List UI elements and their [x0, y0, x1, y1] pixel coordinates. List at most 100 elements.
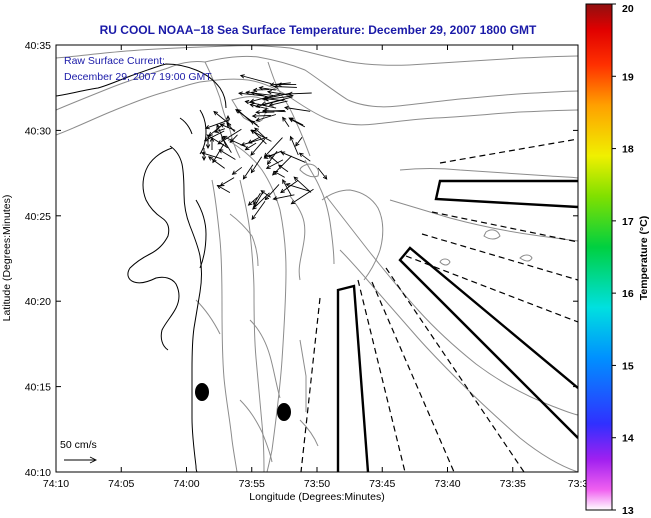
current-vector [264, 150, 283, 159]
current-vector-head [251, 129, 256, 134]
x-tick-label: 74:10 [43, 478, 69, 490]
current-vector-head [273, 170, 279, 176]
current-vector-head [221, 136, 226, 142]
current-vector [219, 149, 236, 160]
current-vector [207, 134, 229, 149]
current-vector-head [253, 200, 258, 205]
current-vector [212, 143, 225, 163]
current-vector [281, 151, 306, 163]
surface-current-vectors [200, 74, 328, 221]
current-vector-head [203, 137, 209, 142]
x-tick-label: 73:45 [369, 478, 395, 490]
current-vector-head [252, 87, 258, 93]
x-axis-label: Longitude (Degrees:Minutes) [249, 491, 384, 503]
current-vector-head [251, 215, 256, 221]
x-axis: 74:10 74:05 74:00 73:55 73:50 73:45 73:40 73:35… [43, 45, 589, 490]
current-vector-head [255, 110, 260, 115]
y-tick-label: 40:10 [25, 467, 51, 479]
colorbar-tick-label: 14 [622, 433, 634, 445]
radial-outlines [336, 179, 578, 472]
current-vector-head [295, 141, 300, 147]
colorbar-label: Temperature (°C) [638, 216, 650, 301]
current-vector-head [236, 108, 242, 114]
current-vector-head [282, 179, 287, 184]
current-vector-head [250, 91, 256, 96]
current-vector-head [280, 151, 286, 156]
current-vector [229, 134, 238, 143]
y-tick-label: 40:35 [25, 40, 51, 52]
colorbar-tick-label: 18 [622, 144, 634, 156]
current-vector-head [269, 82, 275, 87]
current-vector-head [208, 131, 214, 137]
current-vector [259, 87, 276, 91]
current-vector-head [260, 101, 266, 107]
current-vector-head [268, 154, 273, 159]
current-vector [201, 152, 223, 160]
colorbar-tick-label: 15 [622, 360, 634, 372]
current-vector [223, 135, 248, 149]
current-vector-head [247, 139, 253, 144]
current-vector-head [213, 110, 219, 116]
current-vector [267, 91, 294, 97]
current-vector-head [201, 156, 207, 162]
current-vector-head [214, 128, 219, 134]
current-vector [250, 138, 266, 156]
current-vector-head [284, 105, 289, 111]
current-vector [243, 164, 254, 180]
current-vector [251, 156, 263, 173]
current-vector [260, 190, 271, 198]
current-vector-head [265, 164, 271, 169]
current-vector [264, 184, 280, 201]
current-vector-head [204, 124, 210, 130]
current-vector-head [251, 113, 257, 119]
bathymetry-contours [56, 45, 578, 472]
current-vector [280, 180, 299, 193]
y-tick-label: 40:15 [25, 382, 51, 394]
current-vector [253, 89, 270, 91]
current-vector-head [216, 123, 221, 129]
x-tick-label: 73:55 [239, 478, 265, 490]
colorbar [585, 3, 613, 511]
current-vector-head [238, 91, 243, 96]
current-vector-head [287, 91, 293, 97]
current-vector-head [272, 170, 277, 176]
current-vector-head [247, 201, 253, 206]
current-vector-head [263, 152, 269, 158]
current-vector-head [290, 200, 296, 205]
current-vector [299, 152, 311, 162]
current-vector-head [262, 108, 268, 113]
current-vector [248, 136, 261, 144]
current-vector [254, 191, 264, 207]
y-tick-label: 40:25 [25, 211, 51, 223]
current-vector [295, 137, 303, 147]
current-vector-head [231, 170, 237, 175]
current-vector-head [288, 118, 294, 123]
current-vector-head [260, 190, 266, 195]
current-vector [293, 176, 312, 193]
current-vector [282, 179, 292, 196]
coastline [56, 63, 227, 472]
current-vector [241, 136, 268, 146]
annotation-line-2: December 29, 2007 19:00 GMT [64, 71, 212, 83]
current-vector [250, 93, 281, 103]
current-vector [208, 156, 225, 169]
current-vector-head [212, 158, 217, 164]
current-vector [217, 128, 242, 145]
scale-arrow [64, 456, 98, 464]
current-vector-head [298, 152, 304, 158]
current-vector-head [266, 160, 272, 166]
x-tick-label: 73:3 [568, 478, 589, 490]
colorbar-ticks: 20 19 18 17 16 15 14 13 [612, 3, 634, 517]
scale-label: 50 cm/s [60, 439, 97, 451]
current-vector [248, 197, 258, 206]
x-tick-label: 74:00 [173, 478, 199, 490]
current-vector [252, 192, 270, 210]
current-vector [288, 92, 312, 95]
current-vector [246, 91, 274, 96]
current-vector [317, 167, 328, 180]
current-vector [245, 100, 277, 109]
map-layer [56, 45, 578, 472]
current-vector [251, 129, 267, 145]
current-vector [216, 124, 228, 148]
current-vector-head [289, 135, 294, 141]
